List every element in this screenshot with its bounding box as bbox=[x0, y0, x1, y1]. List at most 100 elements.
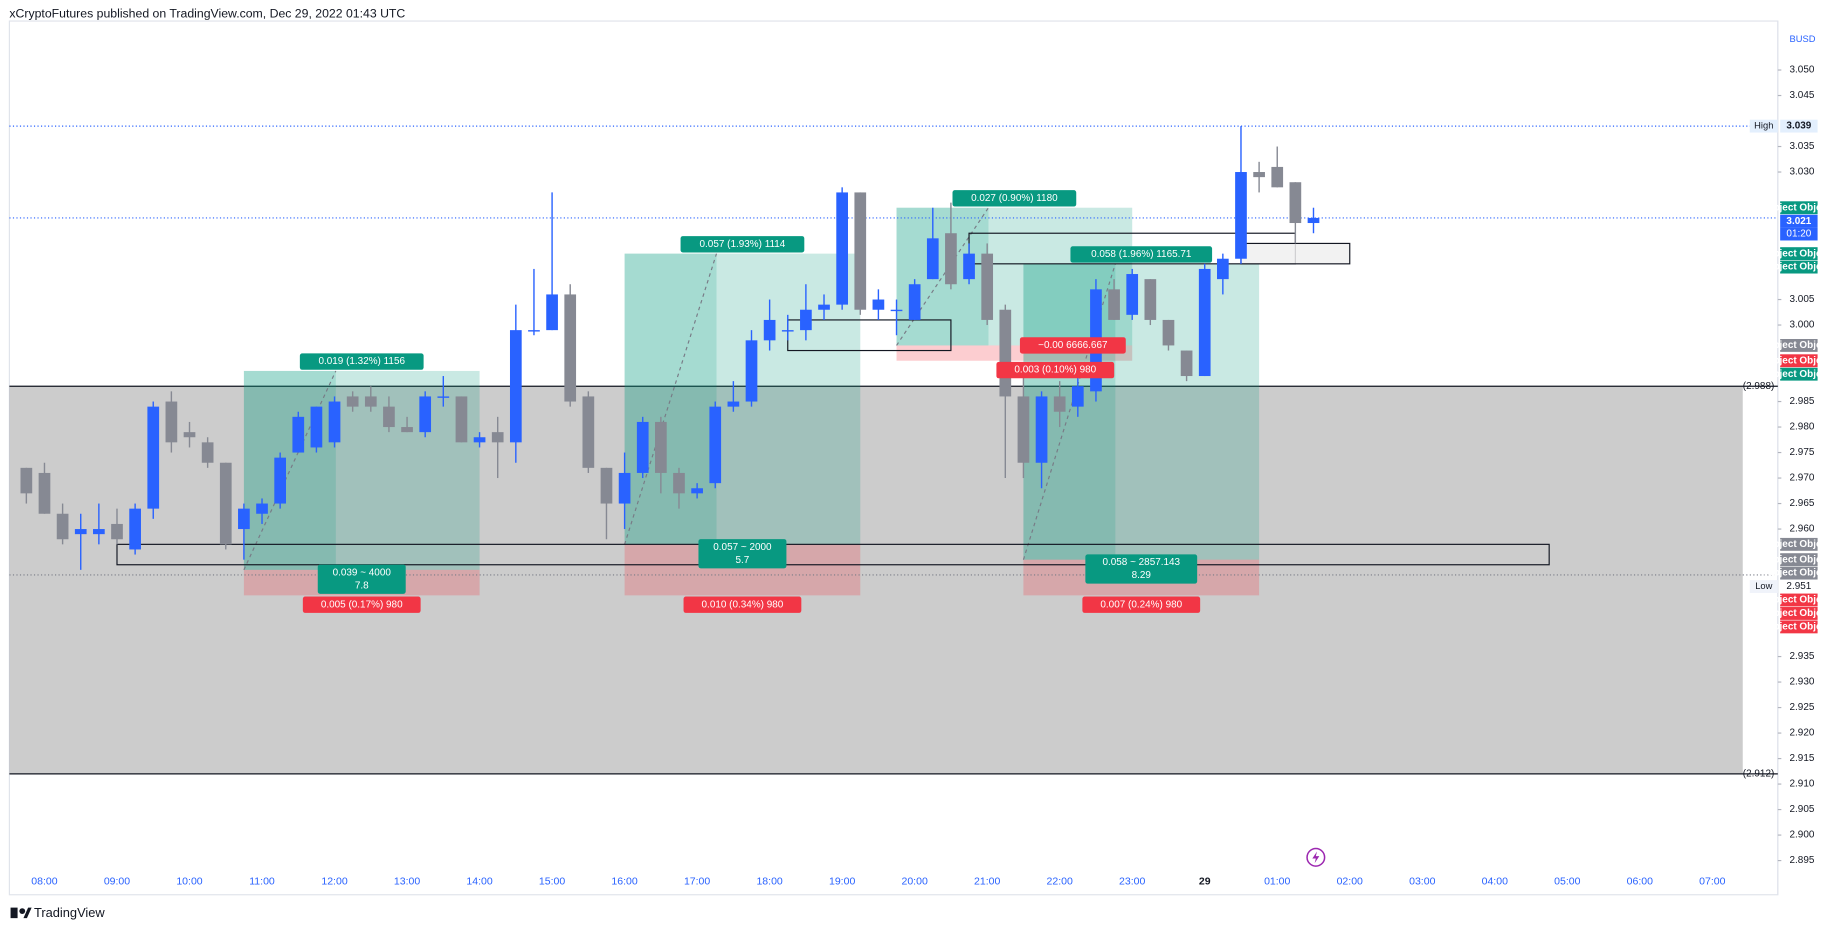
candle-body bbox=[636, 421, 649, 473]
candle-body bbox=[945, 233, 957, 285]
candle-body bbox=[401, 427, 413, 433]
x-tick-label: 17:00 bbox=[684, 876, 710, 888]
price-label: [object Object] bbox=[1764, 355, 1834, 366]
low-value: 2.951 bbox=[1786, 581, 1811, 592]
candle-body bbox=[310, 406, 323, 448]
candle-body bbox=[93, 529, 105, 535]
candle-body bbox=[364, 396, 377, 407]
position-profit-filled bbox=[624, 253, 717, 545]
candle-body bbox=[1289, 182, 1302, 224]
x-tick-label: 29 bbox=[1199, 876, 1211, 888]
last-price-label: 3.021 bbox=[1786, 216, 1811, 227]
header: xCryptoFutures published on TradingView.… bbox=[9, 6, 405, 20]
position-label: 8.29 bbox=[1132, 570, 1152, 581]
candle-body bbox=[1253, 172, 1265, 178]
candle-body bbox=[183, 432, 196, 438]
y-tick-label: 2.900 bbox=[1790, 830, 1815, 841]
price-label: [object Object] bbox=[1764, 608, 1834, 619]
price-label: [object Object] bbox=[1764, 202, 1834, 213]
position-label: 0.019 (1.32%) 1156 bbox=[318, 356, 405, 367]
high-value: 3.039 bbox=[1786, 121, 1811, 132]
candle-body bbox=[383, 406, 395, 428]
high-value-bg bbox=[1780, 119, 1818, 133]
candle-body bbox=[1271, 166, 1284, 188]
price-label-bg bbox=[1780, 537, 1818, 551]
y-tick-label: 2.985 bbox=[1790, 396, 1815, 407]
position-path bbox=[243, 370, 337, 571]
y-tick-label: 2.915 bbox=[1790, 753, 1815, 764]
candle-body bbox=[292, 416, 305, 453]
x-tick-label: 09:00 bbox=[104, 876, 130, 888]
candle-body bbox=[528, 330, 540, 332]
position-label-bg bbox=[302, 596, 421, 613]
price-label: [object Object] bbox=[1764, 568, 1834, 579]
position-label: 0.057 ~ 2000 bbox=[713, 542, 772, 553]
candle-body bbox=[111, 523, 123, 540]
price-label: [object Object] bbox=[1764, 262, 1834, 273]
candle-body bbox=[147, 406, 160, 509]
candle-body bbox=[836, 192, 848, 305]
price-label-bg bbox=[1780, 354, 1818, 368]
position-label-bg bbox=[698, 539, 787, 569]
candle-body bbox=[1162, 319, 1175, 346]
position-label: 0.010 (0.34%) 980 bbox=[702, 599, 784, 610]
price-label-bg bbox=[1780, 593, 1818, 607]
price-label: [object Object] bbox=[1764, 595, 1834, 606]
position-label: 0.058 (1.96%) 1165.71 bbox=[1091, 249, 1192, 260]
candle-body bbox=[473, 437, 486, 443]
candle-body bbox=[129, 508, 141, 550]
y-tick-label: 2.920 bbox=[1790, 728, 1815, 739]
candle-body bbox=[999, 309, 1012, 397]
y-tick-label: 2.980 bbox=[1790, 422, 1815, 433]
y-tick-label: 2.895 bbox=[1790, 855, 1815, 866]
candle-body bbox=[38, 472, 51, 514]
position-label: 0.007 (0.24%) 980 bbox=[1100, 599, 1182, 610]
candle-body bbox=[1235, 172, 1247, 259]
x-tick-label: 05:00 bbox=[1554, 876, 1580, 888]
candle-body bbox=[509, 330, 522, 443]
price-label-bg bbox=[1780, 607, 1818, 620]
price-label-bg bbox=[1780, 566, 1818, 580]
low-tag-bg bbox=[1749, 580, 1778, 593]
x-tick-label: 19:00 bbox=[829, 876, 855, 888]
position-label-bg bbox=[683, 596, 802, 613]
position-profit-filled bbox=[243, 370, 336, 570]
candle-body bbox=[908, 284, 921, 320]
y-tick-label: 2.975 bbox=[1790, 447, 1815, 458]
candle-body bbox=[56, 513, 69, 540]
position-label-bg bbox=[1085, 554, 1198, 584]
x-tick-label: 21:00 bbox=[974, 876, 1000, 888]
candle-body bbox=[1144, 279, 1157, 320]
y-tick-label: 3.035 bbox=[1790, 141, 1815, 152]
position-label: 0.005 (0.17%) 980 bbox=[321, 599, 403, 610]
position-label-bg bbox=[996, 361, 1115, 379]
candle-body bbox=[419, 396, 432, 433]
x-tick-label: 07:00 bbox=[1699, 876, 1725, 888]
candle-body bbox=[165, 401, 178, 443]
high-tag-bg bbox=[1749, 119, 1778, 133]
y-tick-label: 3.045 bbox=[1790, 90, 1815, 101]
y-tick-label: 2.910 bbox=[1790, 779, 1815, 790]
candle-body bbox=[274, 457, 287, 504]
candle-body bbox=[926, 238, 939, 280]
candle-body bbox=[655, 421, 667, 473]
candle-body bbox=[256, 503, 268, 514]
candle-body bbox=[963, 253, 975, 280]
candle-body bbox=[1198, 268, 1211, 377]
y-tick-label: 2.905 bbox=[1790, 804, 1815, 815]
x-tick-label: 20:00 bbox=[901, 876, 927, 888]
low-value-bg bbox=[1780, 580, 1818, 593]
x-tick-label: 04:00 bbox=[1482, 876, 1508, 888]
position-path bbox=[624, 253, 718, 545]
candle-body bbox=[1180, 350, 1193, 377]
candle-body bbox=[238, 508, 250, 530]
zone-box bbox=[116, 543, 1550, 566]
candle-body bbox=[219, 462, 232, 545]
candle-body bbox=[74, 529, 87, 535]
candle-body bbox=[1071, 386, 1084, 407]
low-tag: Low bbox=[1755, 581, 1772, 591]
y-tick-label: 2.925 bbox=[1790, 702, 1815, 713]
candle-body bbox=[745, 340, 758, 402]
candle-body bbox=[1017, 396, 1030, 463]
